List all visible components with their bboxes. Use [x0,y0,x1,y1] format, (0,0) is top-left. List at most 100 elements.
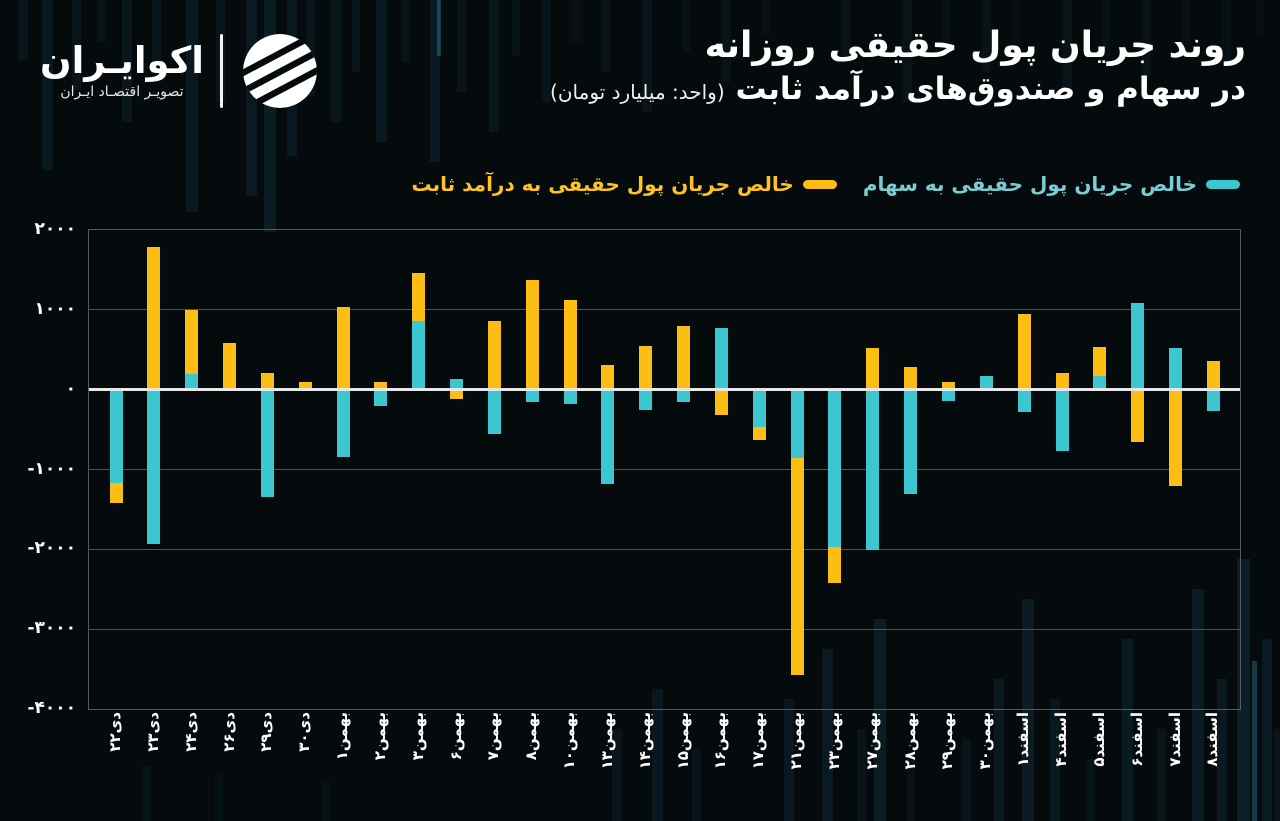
x-axis-label: بهمن۳۰ [976,712,995,770]
legend-label-fixed-income: خالص جریان پول حقیقی به درآمد ثابت [411,172,794,196]
y-axis-tick-label: -۲۰۰۰ [27,538,76,559]
x-axis-label: اسفند۷ [1165,712,1184,767]
backdrop-bar [142,766,151,821]
backdrop-bar [122,0,132,122]
backdrop-bar [542,0,551,102]
zero-axis-line [89,388,1240,392]
legend-item-stocks: خالص جریان پول حقیقی به سهام [863,172,1240,196]
backdrop-bar [331,0,341,122]
backdrop-bar [1102,0,1110,56]
backdrop-bar [1252,661,1257,821]
backdrop-bar [652,689,663,821]
backdrop-bar [1062,0,1072,92]
chart-unit-label: (واحد: میلیارد تومان) [550,80,725,105]
chart-title-line1: روند جریان پول حقیقی روزانه [704,25,1246,66]
legend-item-fixed-income: خالص جریان پول حقیقی به درآمد ثابت [411,172,837,196]
x-axis-label: بهمن۲۹ [938,712,957,770]
x-axis-label: بهمن۸ [522,712,541,761]
x-axis-label: بهمن۲۳ [824,712,843,770]
backdrop-bar [457,0,466,92]
bar-segment-stocks [185,373,199,390]
backdrop-bar [376,0,387,142]
bar-segment-stocks [374,389,388,406]
backdrop-bar [1157,729,1166,821]
x-axis-label: بهمن۲۱ [787,712,806,770]
backdrop-bar [1256,0,1264,36]
backdrop-bar [1274,729,1280,821]
bar-segment-stocks [639,389,653,410]
bar-segment-fixed-income [941,381,955,390]
legend-label-stocks: خالص جریان پول حقیقی به سهام [862,172,1197,196]
backdrop-bar [306,0,315,96]
bar-segment-stocks [487,389,501,434]
bar-segment-stocks [1131,303,1145,390]
backdrop-bar [692,749,701,821]
backdrop-bar [98,0,106,42]
bar-segment-fixed-income [450,389,464,399]
backdrop-bar [907,759,915,821]
backdrop-bar [994,679,1004,821]
bar-segment-stocks [979,376,993,390]
backdrop-bar [1217,679,1227,821]
x-axis-label: اسفند۸ [1203,712,1222,767]
x-axis-label: دی۳۰ [295,712,314,752]
bar-segment-fixed-income [412,273,426,321]
x-axis-label: بهمن۲۷ [862,712,881,770]
backdrop-bar [1222,0,1231,62]
logo-text-column: اکوایـران تصویـر اقتصـاد ایـران [40,41,204,101]
backdrop-bar [352,0,360,72]
bar-segment-fixed-income [601,364,615,390]
y-axis-tick-label: ۲۰۰۰ [34,219,76,239]
bar-segment-stocks [752,389,766,428]
backdrop-bar [1122,639,1133,821]
bar-segment-fixed-income [487,321,501,390]
bar-segment-stocks [941,389,955,402]
bar-segment-fixed-income [1131,389,1145,442]
backdrop-bar [642,0,652,112]
logo-separator [219,34,223,108]
backdrop-bar [1087,759,1095,821]
bar-segment-fixed-income [298,382,312,390]
bar-segment-fixed-income [260,373,274,390]
gridline [89,469,1240,470]
bar-segment-fixed-income [866,348,880,390]
bar-segment-stocks [714,328,728,390]
bar-segment-fixed-income [1017,313,1031,390]
gridline [89,628,1240,630]
chart-title-line2-text: در سهام و صندوق‌های درآمد ثابت [735,71,1246,108]
backdrop-bar [152,0,161,62]
y-axis-tick-label: -۴۰۰۰ [27,698,76,718]
x-axis-label: بهمن۱۶ [711,712,730,770]
x-axis-label: دی۲۶ [219,712,238,752]
backdrop-bar [18,0,28,60]
bar-segment-fixed-income [185,309,199,374]
y-axis-tick-label: ۰ [65,378,76,399]
x-axis-label: دی۲۴ [181,712,200,752]
bar-segment-stocks [525,389,539,403]
bar-segment-fixed-income [828,547,842,583]
bar-segment-stocks [677,389,691,403]
gridline [89,309,1240,311]
bar-segment-fixed-income [374,382,388,390]
bar-segment-stocks [1017,389,1031,413]
backdrop-bar [942,0,950,46]
ecoiran-logo: اکوایـران تصویـر اقتصـاد ایـران [40,28,323,114]
bar-segment-stocks [790,389,804,459]
backdrop-bar [902,0,912,102]
backdrop-bar [430,0,440,162]
x-axis-label: دی۲۲ [106,712,124,752]
x-axis-label: بهمن۷ [484,712,503,761]
backdrop-bar [402,0,410,62]
bar-segment-stocks [450,378,464,390]
bar-segment-stocks [109,389,123,484]
bar-segment-stocks [412,321,426,390]
gridline [89,548,1240,550]
chart-legend: خالص جریان پول حقیقی به سهام خالص جریان … [411,172,1240,196]
y-axis-tick-label: -۳۰۰۰ [27,618,76,639]
ecoiran-globe-icon [242,34,317,108]
x-axis-label: دی۲۳ [143,712,162,752]
bar-segment-fixed-income [790,458,804,676]
bar-segment-fixed-income [1206,361,1220,390]
bar-segment-stocks [1055,389,1069,451]
